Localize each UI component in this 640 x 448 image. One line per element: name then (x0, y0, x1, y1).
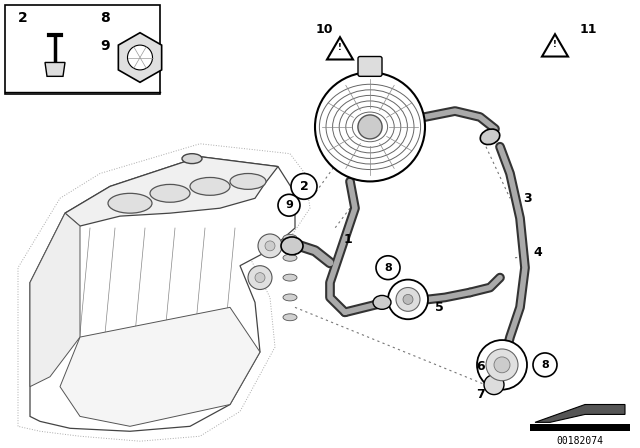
Polygon shape (327, 37, 353, 60)
Ellipse shape (283, 234, 297, 241)
Circle shape (127, 45, 152, 70)
Text: 5: 5 (435, 301, 444, 314)
Polygon shape (542, 34, 568, 56)
Circle shape (477, 340, 527, 390)
Text: 8: 8 (384, 263, 392, 273)
Circle shape (403, 294, 413, 304)
Bar (530, 424, 630, 425)
Text: 8: 8 (100, 11, 109, 25)
Ellipse shape (230, 173, 266, 190)
Ellipse shape (283, 254, 297, 261)
Circle shape (388, 280, 428, 319)
FancyBboxPatch shape (358, 56, 382, 76)
Polygon shape (535, 405, 625, 422)
Polygon shape (60, 307, 260, 426)
Text: 10: 10 (316, 23, 333, 36)
Circle shape (265, 241, 275, 251)
Polygon shape (18, 144, 310, 441)
Ellipse shape (283, 274, 297, 281)
Circle shape (258, 234, 282, 258)
Circle shape (278, 194, 300, 216)
Ellipse shape (283, 314, 297, 321)
Circle shape (533, 353, 557, 377)
Ellipse shape (281, 237, 303, 255)
Text: 7: 7 (476, 388, 484, 401)
Circle shape (396, 288, 420, 311)
Ellipse shape (373, 295, 391, 309)
Text: 4: 4 (533, 246, 541, 259)
Text: 11: 11 (580, 23, 598, 36)
Text: 1: 1 (344, 233, 353, 246)
Circle shape (291, 173, 317, 199)
Circle shape (358, 115, 382, 139)
Ellipse shape (182, 154, 202, 164)
Text: 3: 3 (523, 192, 532, 205)
Circle shape (494, 357, 510, 373)
Polygon shape (45, 62, 65, 76)
Text: !: ! (338, 43, 342, 52)
Ellipse shape (480, 129, 500, 145)
Ellipse shape (190, 177, 230, 195)
Text: 9: 9 (100, 39, 109, 52)
Bar (530, 424, 630, 431)
Ellipse shape (108, 194, 152, 213)
Circle shape (248, 266, 272, 289)
Text: !: ! (553, 40, 557, 49)
Circle shape (255, 273, 265, 283)
Text: 2: 2 (300, 180, 308, 193)
Circle shape (486, 349, 518, 381)
FancyBboxPatch shape (5, 5, 160, 94)
Circle shape (376, 256, 400, 280)
Text: 8: 8 (541, 360, 549, 370)
Circle shape (484, 375, 504, 395)
Ellipse shape (283, 294, 297, 301)
Text: 9: 9 (285, 200, 293, 210)
Polygon shape (65, 157, 278, 226)
Text: 00182074: 00182074 (557, 436, 604, 446)
Text: 6: 6 (476, 360, 484, 373)
Text: 2: 2 (18, 11, 28, 25)
Polygon shape (30, 157, 295, 431)
Ellipse shape (150, 185, 190, 202)
Polygon shape (30, 213, 80, 387)
Circle shape (315, 73, 425, 181)
